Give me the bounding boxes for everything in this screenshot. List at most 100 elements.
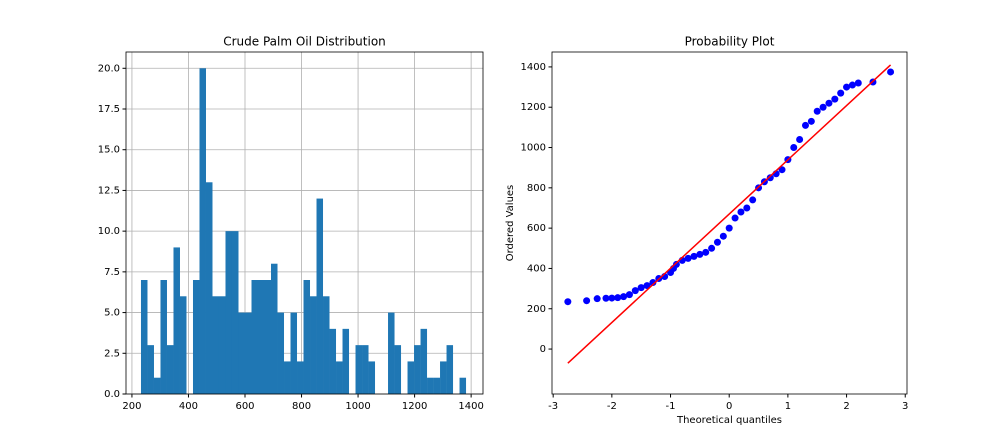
y-tick-label: 800 [527,183,546,194]
point [620,293,628,301]
bar [225,231,232,394]
point [713,238,721,246]
point [887,68,895,76]
bar [166,345,174,394]
point [778,166,786,174]
bar [251,280,259,394]
point [564,298,572,306]
point [837,89,845,97]
y-tick-label: 600 [527,223,546,234]
x-tick-label: 1200 [402,401,427,412]
bar [459,377,467,394]
bar [173,247,180,394]
point [696,250,704,258]
bar [414,345,421,394]
point [848,81,856,89]
point [614,294,622,302]
y-tick-label: 0 [540,344,546,355]
bar [433,377,441,394]
point [583,297,591,305]
bar [329,328,337,394]
point [843,83,851,91]
bar [394,345,402,394]
bar [427,377,434,394]
bar [297,361,304,394]
bar [140,280,148,394]
y-tick-label: 1200 [521,102,546,113]
bar [231,231,239,394]
point [637,284,645,292]
point [725,224,733,232]
x-tick-label: -1 [666,401,676,412]
bar [388,312,395,394]
x-tick-label: 600 [235,401,254,412]
bar [258,280,265,394]
bar [316,198,324,394]
bar [355,345,363,394]
point [790,144,798,152]
point [854,79,862,87]
point [690,252,698,260]
point [608,294,616,302]
point [672,260,680,268]
x-tick-label: 400 [179,401,198,412]
y-tick-label: 7.5 [104,267,120,278]
x-tick-label: 800 [292,401,311,412]
axes-frame [551,51,908,395]
x-tick-label: 0 [726,401,732,412]
axes-frame [125,51,484,395]
bar [218,296,226,394]
fit-line [567,64,892,364]
y-tick-label: 200 [527,304,546,315]
bar [238,312,245,394]
bar [153,377,161,394]
bar [245,312,252,394]
point [796,135,804,143]
x-tick-label: -2 [607,401,617,412]
bar [284,361,291,394]
bar [440,361,447,394]
x-tick-label: 2 [843,401,849,412]
chart-title: Probability Plot [685,35,775,49]
point [602,294,610,302]
bar [310,296,317,394]
point [737,208,745,216]
y-tick-label: 400 [527,263,546,274]
point [625,291,633,299]
y-tick-label: 0.0 [104,389,120,400]
bar [199,68,206,395]
y-tick-label: 17.5 [98,104,120,115]
bar [336,361,343,394]
y-tick-label: 20.0 [98,63,120,74]
bar [303,280,311,394]
bar [277,312,285,394]
point [766,174,774,182]
bar [147,345,154,394]
point [807,117,815,125]
x-tick-label: 1 [785,401,791,412]
bar [290,312,298,394]
bar [160,280,167,394]
y-tick-label: 15.0 [98,145,120,156]
bar [420,328,428,394]
y-tick-label: 2.5 [104,348,120,359]
y-tick-label: 5.0 [104,308,120,319]
bar [192,280,200,394]
y-tick-label: 1400 [521,62,546,73]
x-tick-label: 1400 [458,401,483,412]
y-tick-label: 10.0 [98,226,120,237]
chart-title: Crude Palm Oil Distribution [223,35,386,49]
bar [342,328,350,394]
bar [446,345,454,394]
point [831,95,839,103]
point [819,103,827,111]
bar [271,263,278,394]
bar [212,296,219,394]
x-tick-label: 200 [122,401,141,412]
point [593,295,601,303]
bar [264,280,272,394]
x-tick-label: 1000 [345,401,370,412]
point [649,279,657,287]
y-tick-label: 1000 [521,143,546,154]
